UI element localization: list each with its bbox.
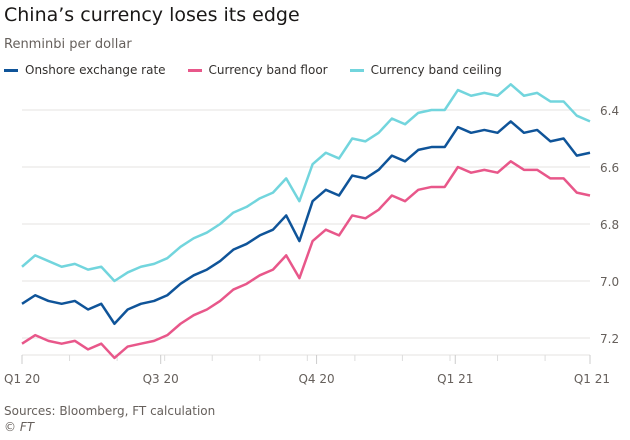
- y-tick-label: 7.0: [600, 275, 619, 289]
- x-tick-label: Q4 20: [298, 372, 334, 386]
- legend-label: Currency band floor: [208, 63, 328, 77]
- legend-label: Currency band ceiling: [370, 63, 502, 77]
- series-line-1: [21, 160, 591, 360]
- legend-label: Onshore exchange rate: [25, 63, 166, 77]
- chart-subtitle: Renminbi per dollar: [4, 37, 132, 52]
- series-line-2: [21, 83, 591, 283]
- copyright: © FT: [4, 420, 35, 434]
- chart-plot: 6.4 6.6 6.8 7.0 7.2 Q1 20 Q3 20 Q4 20 Q1 21 Q1 21: [4, 83, 619, 386]
- x-tick-label: Q1 21: [437, 372, 473, 386]
- legend-item-floor: Currency band floor: [187, 63, 328, 77]
- source-note: Sources: Bloomberg, FT calculation: [4, 404, 216, 418]
- x-tick-label: Q1 21: [574, 372, 610, 386]
- legend-item-onshore: Onshore exchange rate: [4, 63, 166, 77]
- y-tick-label: 6.4: [600, 104, 619, 118]
- y-tick-label: 6.8: [600, 218, 619, 232]
- y-tick-label: 7.2: [600, 332, 619, 346]
- legend-swatch: [187, 68, 202, 72]
- x-tick-label: Q3 20: [143, 372, 179, 386]
- legend-swatch: [4, 68, 18, 72]
- series-line-0: [21, 120, 591, 325]
- legend-item-ceiling: Currency band ceiling: [349, 63, 502, 77]
- legend: Onshore exchange rate Currency band floo…: [4, 63, 502, 77]
- chart-title: China’s currency loses its edge: [4, 4, 300, 26]
- x-tick-label: Q1 20: [4, 372, 40, 386]
- legend-swatch: [349, 68, 364, 72]
- y-tick-label: 6.6: [600, 161, 619, 175]
